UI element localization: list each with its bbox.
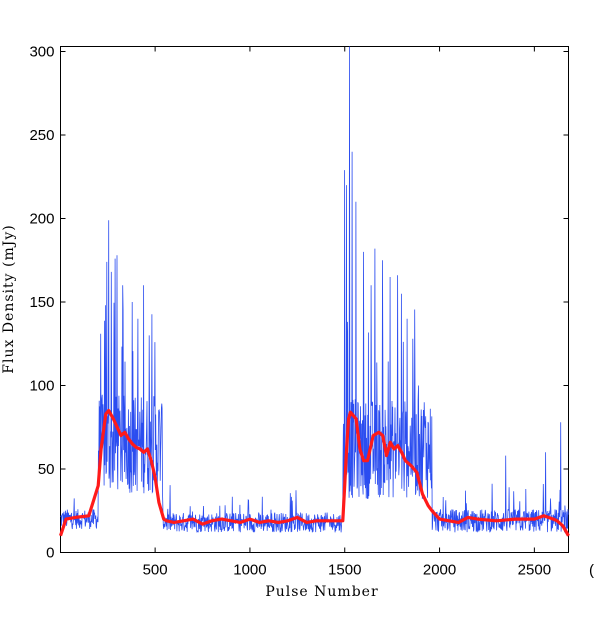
x-axis-label: Pulse Number	[265, 584, 378, 600]
y-tick-label: 300	[29, 44, 54, 61]
y-tick-label: 250	[29, 127, 54, 144]
x-tick-label: 2000	[423, 562, 456, 579]
y-tick-label: 100	[29, 378, 54, 395]
y-axis-label: Flux Density (mJy)	[1, 224, 17, 373]
y-tick-label: 0	[46, 545, 54, 562]
y-tick-label: 50	[38, 461, 55, 478]
y-tick-label: 200	[29, 211, 54, 228]
x-tick-label: 2500	[518, 562, 551, 579]
y-tick-label: 150	[29, 294, 54, 311]
x-tick-label: 500	[143, 562, 168, 579]
stray-glyph: (	[589, 562, 594, 579]
tick-layer: 500 1000 1500 2000 2500 0 50 100 150 200 250 300	[29, 44, 569, 579]
raw-flux-series-line	[60, 46, 569, 533]
smoothed-series-layer	[58, 409, 570, 537]
x-tick-label: 1500	[328, 562, 361, 579]
raw-series-layer	[60, 46, 569, 533]
smoothed-flux-series-line	[58, 409, 570, 537]
x-tick-label: 1000	[233, 562, 266, 579]
